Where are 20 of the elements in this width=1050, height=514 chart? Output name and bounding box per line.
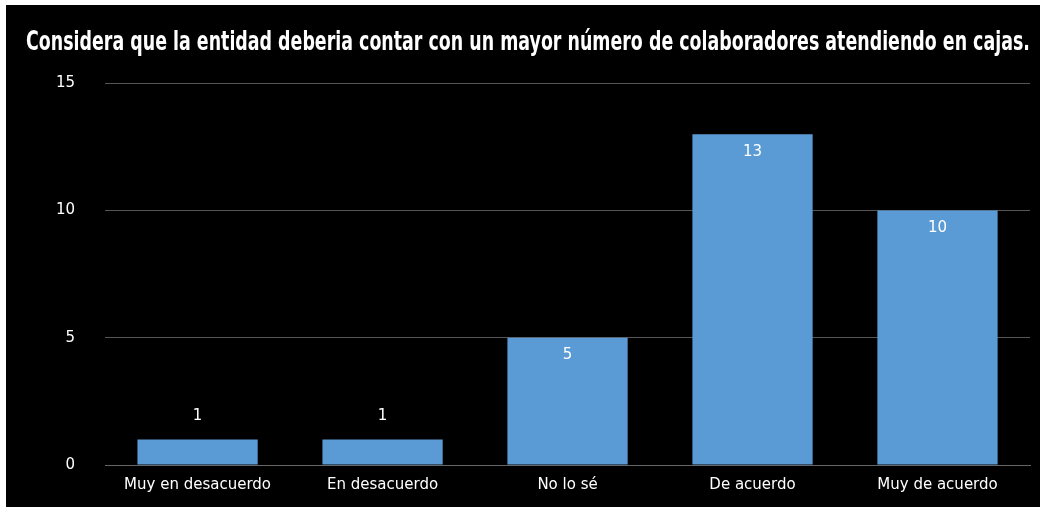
x-tick-label: De acuerdo — [709, 474, 796, 493]
data-label: 13 — [742, 141, 763, 160]
bar — [322, 439, 443, 465]
chart-title: Considera que la entidad deberia contar con un mayor número de colaboradores atendiendo en cajas. — [26, 25, 1030, 57]
bar — [507, 337, 628, 465]
x-tick-label: No lo sé — [537, 474, 598, 493]
x-tick-label: Muy de acuerdo — [877, 474, 998, 493]
data-label: 5 — [562, 345, 573, 364]
bar — [877, 210, 998, 465]
data-label: 10 — [927, 217, 948, 236]
x-tick-label: Muy en desacuerdo — [124, 474, 272, 493]
data-label: 1 — [192, 405, 203, 424]
x-tick-label: En desacuerdo — [327, 474, 439, 493]
data-label: 1 — [377, 405, 388, 424]
y-tick-label: 10 — [55, 200, 76, 219]
bar — [692, 134, 813, 465]
y-tick-label: 15 — [55, 73, 76, 92]
bar — [137, 439, 258, 465]
y-tick-label: 5 — [65, 327, 76, 346]
y-tick-label: 0 — [65, 454, 76, 473]
